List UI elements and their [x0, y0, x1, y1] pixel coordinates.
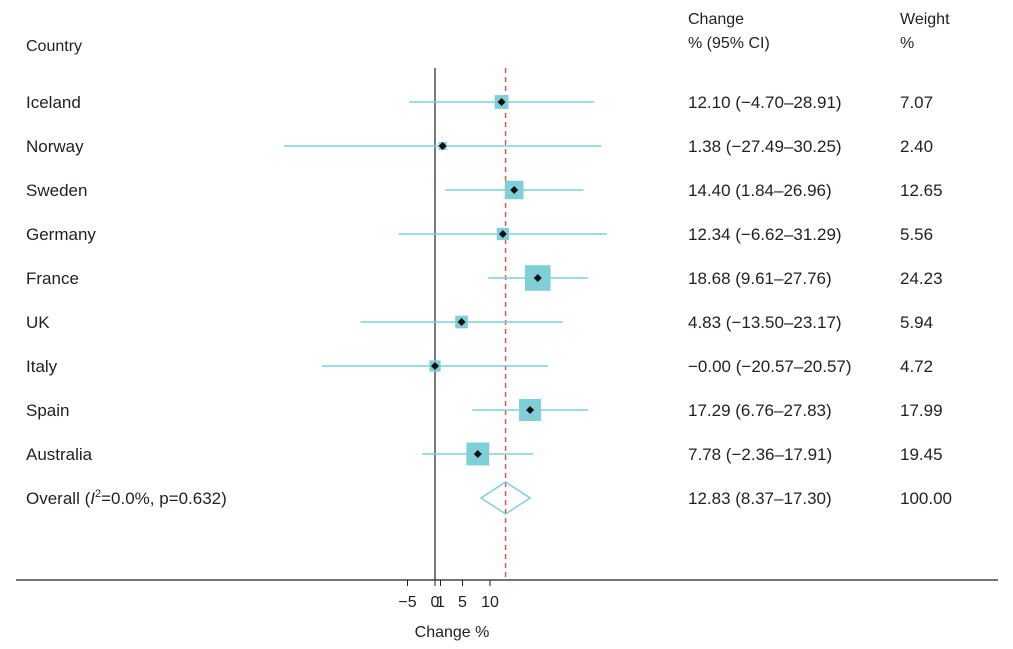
header-change-line2: % (95% CI) — [688, 35, 770, 52]
weight-text: 19.45 — [900, 445, 943, 464]
overall-label-sup: 2 — [95, 488, 101, 500]
study-label: Sweden — [26, 181, 87, 200]
weight-text: 5.56 — [900, 225, 933, 244]
overall-diamond — [479, 481, 532, 515]
ci-text: 17.29 (6.76–27.83) — [688, 401, 832, 420]
x-tick-label: 5 — [458, 594, 467, 611]
header-weight-line2: % — [900, 35, 914, 52]
weight-text: 5.94 — [900, 313, 933, 332]
weight-text: 24.23 — [900, 269, 943, 288]
weight-text: 2.40 — [900, 137, 933, 156]
study-row-sweden: Sweden 14.40 (1.84–26.96) 12.65 — [26, 180, 943, 200]
ci-text: 12.10 (−4.70–28.91) — [688, 93, 842, 112]
ci-text: 1.38 (−27.49–30.25) — [688, 137, 842, 156]
reference-lines — [434, 68, 507, 580]
weight-text: 7.07 — [900, 93, 933, 112]
study-label: UK — [26, 313, 50, 332]
ci-text: 18.68 (9.61–27.76) — [688, 269, 832, 288]
point-estimate — [457, 318, 466, 326]
weight-text: 17.99 — [900, 401, 943, 420]
study-row-iceland: Iceland 12.10 (−4.70–28.91) 7.07 — [26, 93, 933, 112]
point-estimate — [498, 230, 507, 238]
x-tick-label: −5 — [398, 594, 416, 611]
overall-weight-text: 100.00 — [900, 489, 952, 508]
point-estimate — [526, 406, 535, 414]
study-row-france: France 18.68 (9.61–27.76) 24.23 — [26, 265, 943, 291]
header-change-line1: Change — [688, 11, 744, 28]
ci-text: 14.40 (1.84–26.96) — [688, 181, 832, 200]
point-estimate — [497, 98, 506, 106]
study-label: Norway — [26, 137, 84, 156]
ci-text: 4.83 (−13.50–23.17) — [688, 313, 842, 332]
overall-label-i: I — [90, 489, 95, 508]
point-estimate — [533, 274, 542, 282]
weight-text: 4.72 — [900, 357, 933, 376]
study-row-italy: Italy −0.00 (−20.57–20.57) 4.72 — [26, 357, 933, 376]
study-row-australia: Australia 7.78 (−2.36–17.91) 19.45 — [26, 442, 943, 466]
x-tick-label: 1 — [436, 594, 445, 611]
study-label: Germany — [26, 225, 96, 244]
header-weight-line1: Weight — [900, 11, 950, 28]
study-label: Spain — [26, 401, 69, 420]
study-label: Italy — [26, 357, 58, 376]
ci-text: 7.78 (−2.36–17.91) — [688, 445, 832, 464]
x-tick-label: 0 — [431, 594, 440, 611]
study-row-uk: UK 4.83 (−13.50–23.17) 5.94 — [26, 313, 933, 332]
point-estimate — [473, 450, 482, 458]
x-axis: −5 01 5 10 Change % — [16, 579, 998, 641]
point-estimate — [431, 362, 439, 370]
study-label: Iceland — [26, 93, 81, 112]
overall-label-prefix: Overall ( — [26, 489, 91, 508]
weight-text: 12.65 — [900, 181, 943, 200]
header-country: Country — [26, 38, 82, 55]
point-estimate — [438, 142, 447, 150]
overall-label-rest: =0.0%, p=0.632) — [101, 489, 227, 508]
ci-text: 12.34 (−6.62–31.29) — [688, 225, 842, 244]
study-rows: Iceland 12.10 (−4.70–28.91) 7.07 Norway 1.38… — [26, 93, 943, 466]
overall-label: Overall (I2=0.0%, p=0.632) — [26, 488, 227, 508]
x-tick-label: 10 — [481, 594, 499, 611]
study-row-spain: Spain 17.29 (6.76–27.83) 17.99 — [26, 398, 943, 422]
study-label: France — [26, 269, 79, 288]
study-row-norway: Norway 1.38 (−27.49–30.25) 2.40 — [26, 137, 933, 156]
point-estimate — [510, 186, 519, 194]
study-row-germany: Germany 12.34 (−6.62–31.29) 5.56 — [26, 225, 933, 244]
overall-row: Overall (I2=0.0%, p=0.632) 12.83 (8.37–17… — [26, 481, 952, 515]
x-axis-label: Change % — [415, 624, 490, 641]
overall-ci-text: 12.83 (8.37–17.30) — [688, 489, 832, 508]
ci-text: −0.00 (−20.57–20.57) — [688, 357, 852, 376]
study-label: Australia — [26, 445, 93, 464]
